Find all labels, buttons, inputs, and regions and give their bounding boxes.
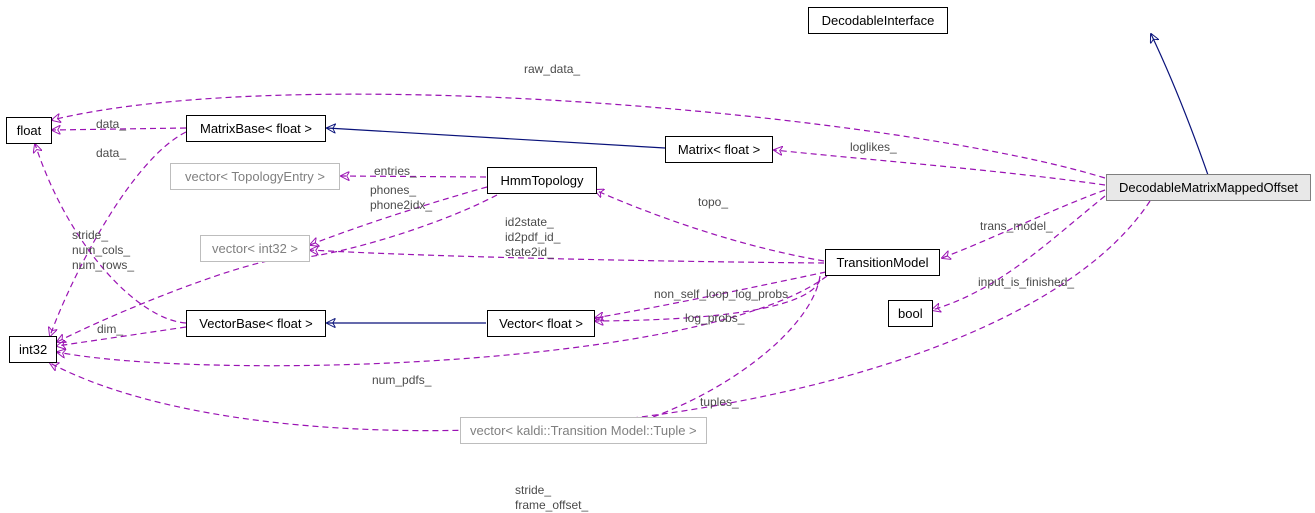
edge-label-phones: phones_ phone2idx_ xyxy=(370,183,432,213)
node-vector-tuple[interactable]: vector< kaldi::Transition Model::Tuple > xyxy=(460,417,707,444)
edge-label-id2state: id2state_ id2pdf_id_ state2id_ xyxy=(505,215,560,260)
node-hmmtopology[interactable]: HmmTopology xyxy=(487,167,597,194)
edge-label-topo: topo_ xyxy=(698,195,728,210)
diagram-canvas: DecodableInterface float MatrixBase< flo… xyxy=(0,0,1315,513)
edge-label-data1: data_ xyxy=(96,117,126,132)
label: bool xyxy=(898,306,923,321)
node-decodable-target[interactable]: DecodableMatrixMappedOffset xyxy=(1106,174,1311,201)
node-float[interactable]: float xyxy=(6,117,52,144)
node-decodable-interface[interactable]: DecodableInterface xyxy=(808,7,948,34)
label: vector< int32 > xyxy=(212,241,298,256)
edge-label-log-probs: log_probs_ xyxy=(685,311,744,326)
node-vector-float[interactable]: Vector< float > xyxy=(487,310,595,337)
edge-label-trans-model: trans_model_ xyxy=(980,219,1053,234)
edge-label-tuples: tuples_ xyxy=(700,395,739,410)
edge-label-entries: entries_ xyxy=(374,164,417,179)
edge-label-raw-data: raw_data_ xyxy=(524,62,580,77)
label: DecodableInterface xyxy=(822,13,935,28)
edge-label-loglikes: loglikes_ xyxy=(850,140,897,155)
edge-label-non-self: non_self_loop_log_probs xyxy=(654,287,788,302)
label: vector< TopologyEntry > xyxy=(185,169,325,184)
label: MatrixBase< float > xyxy=(200,121,312,136)
label: Vector< float > xyxy=(499,316,583,331)
node-transitionmodel[interactable]: TransitionModel xyxy=(825,249,940,276)
node-int32[interactable]: int32 xyxy=(9,336,57,363)
label: vector< kaldi::Transition Model::Tuple > xyxy=(470,423,697,438)
node-bool[interactable]: bool xyxy=(888,300,933,327)
edge-label-stride-cols: stride_ num_cols_ num_rows_ xyxy=(72,228,134,273)
node-vector-topologyentry[interactable]: vector< TopologyEntry > xyxy=(170,163,340,190)
node-vectorbase-float[interactable]: VectorBase< float > xyxy=(186,310,326,337)
edge-label-num-pdfs: num_pdfs_ xyxy=(372,373,431,388)
edge-label-dim: dim_ xyxy=(97,322,123,337)
node-vector-int32[interactable]: vector< int32 > xyxy=(200,235,310,262)
label: HmmTopology xyxy=(500,173,583,188)
label: VectorBase< float > xyxy=(199,316,312,331)
label: float xyxy=(17,123,42,138)
label: TransitionModel xyxy=(836,255,928,270)
node-matrixbase-float[interactable]: MatrixBase< float > xyxy=(186,115,326,142)
node-matrix-float[interactable]: Matrix< float > xyxy=(665,136,773,163)
edge-label-input-finished: input_is_finished_ xyxy=(978,275,1074,290)
label: DecodableMatrixMappedOffset xyxy=(1119,180,1298,195)
edge-label-stride-frame: stride_ frame_offset_ xyxy=(515,483,588,513)
edge-label-data2: data_ xyxy=(96,146,126,161)
label: Matrix< float > xyxy=(678,142,760,157)
label: int32 xyxy=(19,342,47,357)
